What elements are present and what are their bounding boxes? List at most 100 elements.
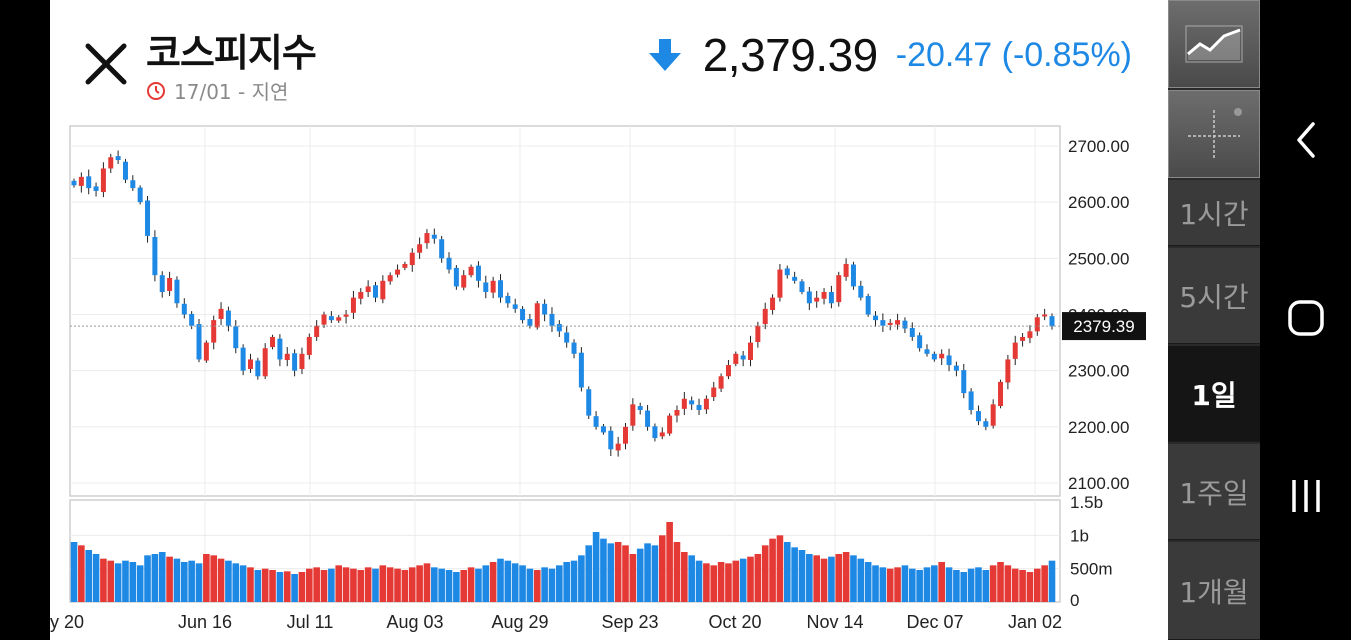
candle-body xyxy=(924,349,930,354)
volume-bar xyxy=(798,550,806,602)
candle-body xyxy=(86,176,92,189)
candle-body xyxy=(953,365,959,371)
period-1m[interactable]: 1개월 xyxy=(1168,542,1260,640)
candle-body xyxy=(968,391,974,410)
candle-body xyxy=(483,282,489,293)
period-label: 1시간 xyxy=(1179,197,1249,231)
volume-bar xyxy=(144,555,151,602)
date-tick-label: Jan 02 xyxy=(1008,612,1062,632)
volume-bar xyxy=(504,560,512,602)
volume-bar xyxy=(791,547,798,602)
candle-body xyxy=(402,263,408,268)
candle-body xyxy=(372,285,378,298)
period-1w[interactable]: 1주일 xyxy=(1168,444,1260,540)
volume-bar xyxy=(497,558,504,602)
period-1h[interactable]: 1시간 xyxy=(1168,180,1260,246)
volume-bar xyxy=(585,545,593,602)
candle-body xyxy=(931,353,937,360)
candle-body xyxy=(865,295,871,315)
current-price: 2,379.39 xyxy=(702,29,879,81)
volume-bar xyxy=(806,554,813,602)
date-tick-label: y 20 xyxy=(50,612,84,632)
volume-bar xyxy=(769,538,776,602)
volume-bar xyxy=(1026,572,1034,602)
volume-bar xyxy=(151,554,159,602)
period-label: 5시간 xyxy=(1179,280,1249,314)
volume-bar xyxy=(181,562,188,602)
volume-bar xyxy=(541,567,548,602)
candle-body xyxy=(578,352,584,388)
period-5h[interactable]: 5시간 xyxy=(1168,248,1260,344)
close-icon[interactable] xyxy=(80,38,132,90)
candle-body xyxy=(711,387,717,398)
crosshair-icon xyxy=(1188,108,1242,160)
candle-body xyxy=(262,348,268,377)
volume-bar xyxy=(533,570,541,602)
candle-body xyxy=(380,280,386,300)
volume-bar xyxy=(85,550,93,602)
candle-body xyxy=(718,376,724,389)
volume-bar xyxy=(489,562,497,602)
candle-body xyxy=(850,264,856,287)
candle-body xyxy=(284,353,290,360)
volume-bar xyxy=(423,563,431,602)
home-icon xyxy=(1288,300,1324,336)
volume-bar xyxy=(306,568,313,602)
home-button[interactable] xyxy=(1282,294,1330,342)
candle-body xyxy=(939,353,945,359)
candle-body xyxy=(277,338,283,360)
volume-bar xyxy=(173,558,181,602)
candle-body xyxy=(314,325,320,337)
volume-bar xyxy=(408,567,416,602)
candle-body xyxy=(358,292,364,299)
volume-bar xyxy=(556,565,563,602)
volume-bar xyxy=(453,572,460,602)
candle-body xyxy=(770,297,776,311)
volume-bar xyxy=(607,543,615,602)
volume-bar xyxy=(879,567,887,602)
volume-bar xyxy=(989,565,997,602)
volume-bar xyxy=(438,568,445,602)
recents-button[interactable] xyxy=(1282,472,1330,520)
volume-bar xyxy=(328,568,335,602)
volume-bar xyxy=(975,567,982,602)
crosshair-button[interactable] xyxy=(1168,90,1260,178)
candle-body xyxy=(637,406,643,410)
date-tick-label: Aug 29 xyxy=(491,612,548,632)
candle-body xyxy=(674,409,680,416)
candle-body xyxy=(623,426,629,444)
delay-status: 17/01 - 지연 xyxy=(146,76,288,105)
candle-body xyxy=(858,285,864,298)
volume-bar xyxy=(828,556,835,602)
candle-body xyxy=(873,315,879,321)
volume-bar xyxy=(710,565,718,602)
volume-bar xyxy=(460,570,468,602)
volume-bar xyxy=(92,554,100,602)
date-tick-label: Jul 11 xyxy=(287,612,334,632)
candle-body xyxy=(167,277,173,291)
candle-body xyxy=(990,404,996,426)
volume-bar xyxy=(364,567,372,602)
period-1d[interactable]: 1일 xyxy=(1168,346,1260,442)
line-chart-button[interactable] xyxy=(1168,0,1260,88)
volume-bar xyxy=(658,535,666,602)
volume-bar xyxy=(578,555,585,602)
volume-bar xyxy=(886,568,894,602)
candle-body xyxy=(424,233,430,244)
line-chart-icon xyxy=(1185,25,1243,63)
volume-bar xyxy=(673,542,681,602)
volume-bar xyxy=(997,562,1004,602)
volume-bar xyxy=(158,552,166,602)
volume-bar xyxy=(1033,568,1041,602)
volume-bar xyxy=(857,558,865,602)
volume-bar xyxy=(636,548,644,602)
volume-bar xyxy=(776,535,784,602)
volume-bar xyxy=(166,556,173,602)
candle-body xyxy=(174,279,180,304)
back-icon xyxy=(1297,122,1315,158)
price-chart[interactable]: 2700.002600.002500.002400.002300.002200.… xyxy=(50,120,1168,640)
volume-bar xyxy=(614,542,622,602)
back-button[interactable] xyxy=(1282,116,1330,164)
date-tick-label: Aug 03 xyxy=(386,612,443,632)
volume-bar xyxy=(783,542,791,602)
